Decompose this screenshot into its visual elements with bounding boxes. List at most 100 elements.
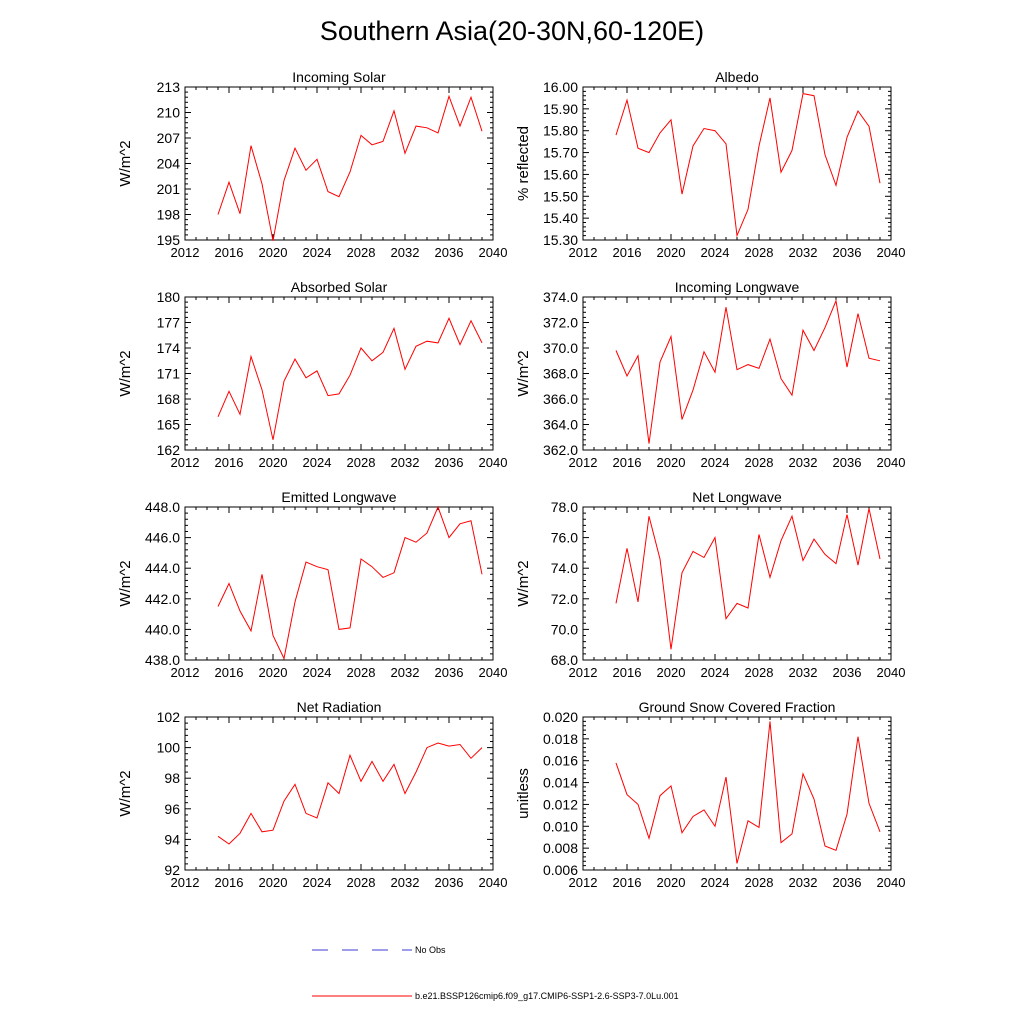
x-tick-label: 2032 xyxy=(391,245,420,260)
y-tick-label: 180 xyxy=(157,289,181,305)
series-line xyxy=(615,93,881,238)
x-tick-label: 2020 xyxy=(259,875,288,890)
y-tick-label: 364.0 xyxy=(543,417,578,433)
x-tick-label: 2036 xyxy=(435,665,464,680)
x-tick-label: 2020 xyxy=(657,245,686,260)
x-tick-label: 2028 xyxy=(745,665,774,680)
panel-ground-snow-covered-fraction: Ground Snow Covered Fraction unitless 2012… xyxy=(515,699,905,890)
series-line xyxy=(217,742,483,845)
y-tick-label: 448.0 xyxy=(145,499,180,515)
panel-title: Albedo xyxy=(715,69,759,85)
y-tick-label: 440.0 xyxy=(145,621,180,637)
x-tick-label: 2036 xyxy=(833,455,862,470)
y-tick-label: 100 xyxy=(157,740,181,756)
x-tick-label: 2012 xyxy=(569,245,598,260)
x-tick-label: 2032 xyxy=(789,455,818,470)
y-tick-label: 438.0 xyxy=(145,652,180,668)
x-tick-label: 2040 xyxy=(877,245,906,260)
legend-label-model-run: b.e21.BSSP126cmip6.f09_g17.CMIP6-SSP1-2.… xyxy=(415,991,679,1001)
x-tick-label: 2012 xyxy=(171,455,200,470)
x-tick-label: 2016 xyxy=(613,245,642,260)
x-tick-label: 2016 xyxy=(215,455,244,470)
y-tick-label: 94 xyxy=(164,831,180,847)
y-tick-label: 15.40 xyxy=(543,210,578,226)
x-tick-label: 2020 xyxy=(657,875,686,890)
series-line xyxy=(217,505,483,661)
x-tick-label: 2032 xyxy=(789,245,818,260)
x-tick-label: 2040 xyxy=(479,455,508,470)
y-tick-label: 0.006 xyxy=(543,862,578,878)
x-tick-label: 2040 xyxy=(479,875,508,890)
y-axis-label: W/m^2 xyxy=(117,350,134,396)
y-tick-label: 96 xyxy=(164,801,180,817)
panel-title: Ground Snow Covered Fraction xyxy=(639,699,836,715)
x-tick-label: 2012 xyxy=(171,245,200,260)
y-tick-label: 204 xyxy=(157,156,181,172)
y-tick-label: 15.50 xyxy=(543,188,578,204)
x-tick-label: 2040 xyxy=(479,245,508,260)
y-tick-label: 68.0 xyxy=(551,652,578,668)
x-tick-label: 2032 xyxy=(789,665,818,680)
y-tick-label: 15.90 xyxy=(543,101,578,117)
x-tick-label: 2024 xyxy=(303,875,332,890)
x-tick-label: 2036 xyxy=(833,245,862,260)
series-line xyxy=(217,317,483,440)
x-tick-label: 2016 xyxy=(613,875,642,890)
panel-title: Absorbed Solar xyxy=(291,279,388,295)
y-tick-label: 0.016 xyxy=(543,753,578,769)
x-tick-label: 2036 xyxy=(435,875,464,890)
x-tick-label: 2036 xyxy=(833,875,862,890)
y-tick-label: 78.0 xyxy=(551,499,578,515)
panel-incoming-solar: Incoming Solar W/m^2 2012 2016 2020 2024 2028 2… xyxy=(117,69,507,260)
x-tick-label: 2040 xyxy=(479,665,508,680)
x-tick-label: 2020 xyxy=(259,455,288,470)
y-tick-label: 210 xyxy=(157,105,181,121)
y-tick-label: 0.012 xyxy=(543,796,578,812)
y-tick-label: 0.014 xyxy=(543,775,578,791)
x-tick-label: 2012 xyxy=(171,665,200,680)
y-axis-label: % reflected xyxy=(515,126,532,201)
plot-frame xyxy=(582,506,892,661)
panel-absorbed-solar: Absorbed Solar W/m^2 2012 2016 2020 2024 2028 2… xyxy=(117,279,507,470)
x-tick-label: 2036 xyxy=(833,665,862,680)
panel-title: Net Radiation xyxy=(297,699,382,715)
x-tick-label: 2020 xyxy=(259,245,288,260)
chart-panels: Incoming Solar W/m^2 2012 2016 2020 2024 2028 2… xyxy=(117,69,905,890)
y-axis-label: W/m^2 xyxy=(515,560,532,606)
plot-frame xyxy=(582,716,892,871)
x-tick-label: 2016 xyxy=(215,875,244,890)
x-tick-label: 2016 xyxy=(215,665,244,680)
y-tick-label: 0.018 xyxy=(543,731,578,747)
y-tick-label: 70.0 xyxy=(551,621,578,637)
panel-title: Emitted Longwave xyxy=(281,489,396,505)
x-tick-label: 2028 xyxy=(745,875,774,890)
x-tick-label: 2012 xyxy=(569,665,598,680)
x-tick-label: 2024 xyxy=(701,245,730,260)
x-tick-label: 2020 xyxy=(259,665,288,680)
x-tick-label: 2036 xyxy=(435,455,464,470)
y-tick-label: 15.80 xyxy=(543,123,578,139)
series-line xyxy=(615,721,881,864)
y-axis-label: W/m^2 xyxy=(515,350,532,396)
x-tick-label: 2040 xyxy=(877,875,906,890)
y-tick-label: 15.70 xyxy=(543,145,578,161)
y-tick-label: 368.0 xyxy=(543,366,578,382)
x-tick-label: 2012 xyxy=(569,875,598,890)
panel-emitted-longwave: Emitted Longwave W/m^2 2012 2016 2020 2024 202… xyxy=(117,489,507,680)
x-tick-label: 2028 xyxy=(745,455,774,470)
y-tick-label: 362.0 xyxy=(543,442,578,458)
y-tick-label: 442.0 xyxy=(145,591,180,607)
panel-incoming-longwave: Incoming Longwave W/m^2 2012 2016 2020 2024 20… xyxy=(515,279,905,470)
x-tick-label: 2012 xyxy=(171,875,200,890)
y-tick-label: 446.0 xyxy=(145,530,180,546)
y-tick-label: 195 xyxy=(157,232,181,248)
plot-frame xyxy=(582,296,892,451)
y-tick-label: 16.00 xyxy=(543,79,578,95)
y-tick-label: 165 xyxy=(157,417,181,433)
plot-frame xyxy=(184,296,494,451)
y-tick-label: 72.0 xyxy=(551,591,578,607)
panel-albedo: Albedo % reflected 2012 2016 2020 2024 2028 203… xyxy=(515,69,905,260)
x-tick-label: 2040 xyxy=(877,665,906,680)
x-tick-label: 2028 xyxy=(347,455,376,470)
